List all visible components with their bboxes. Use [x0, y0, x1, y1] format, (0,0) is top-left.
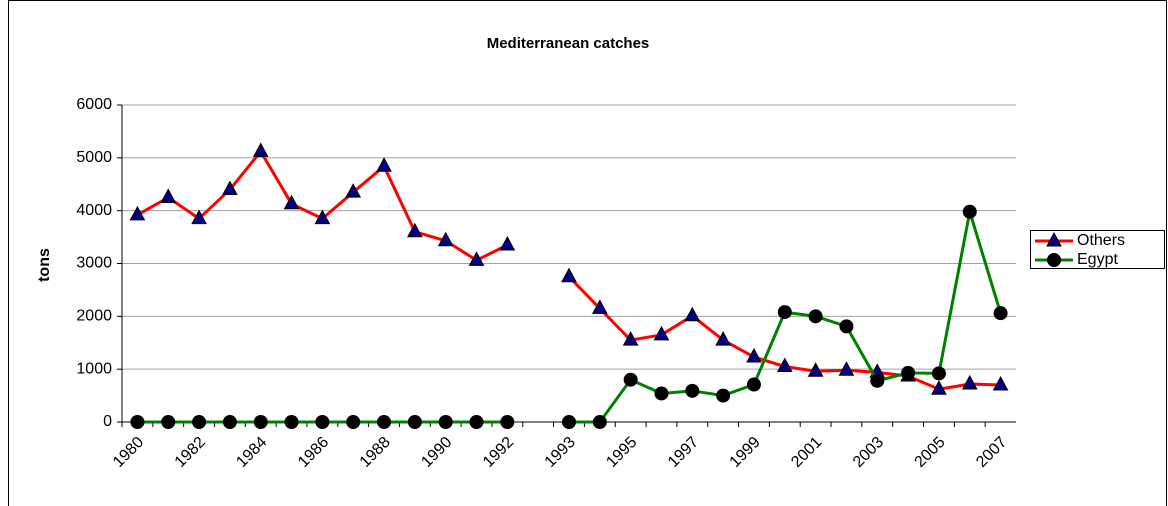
marker — [715, 331, 731, 346]
marker — [653, 325, 670, 341]
marker — [777, 305, 792, 320]
marker — [407, 222, 423, 238]
marker — [437, 231, 454, 247]
marker — [129, 205, 146, 221]
chart-border — [8, 0, 1167, 506]
marker — [561, 267, 577, 283]
y-tick-label: 4000 — [76, 202, 112, 219]
marker — [407, 415, 422, 429]
marker — [562, 415, 576, 429]
marker — [222, 180, 238, 196]
marker — [592, 415, 607, 429]
y-tick-label: 0 — [103, 413, 112, 430]
marker — [191, 209, 207, 225]
marker — [222, 415, 237, 429]
marker — [839, 319, 854, 334]
marker — [469, 415, 484, 429]
legend-label: Others — [1077, 232, 1125, 249]
marker — [499, 235, 516, 251]
marker — [376, 157, 392, 172]
marker — [314, 209, 331, 225]
marker — [377, 415, 392, 429]
legend-label: Egypt — [1077, 251, 1118, 268]
marker — [622, 331, 639, 346]
marker — [253, 415, 268, 429]
marker — [746, 347, 762, 363]
marker — [654, 386, 669, 401]
marker — [685, 383, 700, 398]
marker — [962, 204, 977, 219]
marker — [130, 415, 145, 429]
marker — [870, 373, 885, 388]
legend-marker — [1046, 231, 1062, 247]
marker — [746, 377, 761, 392]
marker — [901, 365, 916, 380]
marker — [776, 357, 793, 373]
marker — [468, 251, 485, 266]
marker — [684, 306, 701, 322]
marker — [992, 375, 1009, 391]
y-tick-label: 5000 — [76, 149, 112, 166]
marker — [252, 142, 269, 157]
marker — [931, 366, 946, 381]
marker — [993, 306, 1008, 321]
marker — [716, 388, 731, 403]
y-tick-label: 2000 — [76, 308, 112, 325]
chart-title: Mediterranean catches — [487, 35, 650, 52]
marker — [807, 362, 824, 377]
marker — [838, 361, 855, 376]
y-tick-label: 6000 — [76, 96, 112, 113]
y-tick-label: 3000 — [76, 255, 112, 272]
marker — [192, 415, 207, 429]
y-axis-title: tons — [36, 248, 53, 282]
marker — [161, 415, 176, 429]
marker — [438, 415, 453, 429]
marker — [961, 374, 978, 390]
marker — [346, 415, 361, 429]
marker — [500, 415, 515, 429]
marker — [283, 194, 300, 210]
marker — [160, 188, 177, 203]
marker — [808, 309, 823, 324]
marker — [931, 380, 947, 395]
marker — [623, 372, 638, 387]
y-tick-label: 1000 — [76, 360, 112, 377]
legend-marker — [1047, 253, 1061, 267]
marker — [315, 415, 330, 429]
marker — [591, 299, 608, 314]
marker — [284, 415, 299, 429]
marker — [345, 183, 362, 198]
